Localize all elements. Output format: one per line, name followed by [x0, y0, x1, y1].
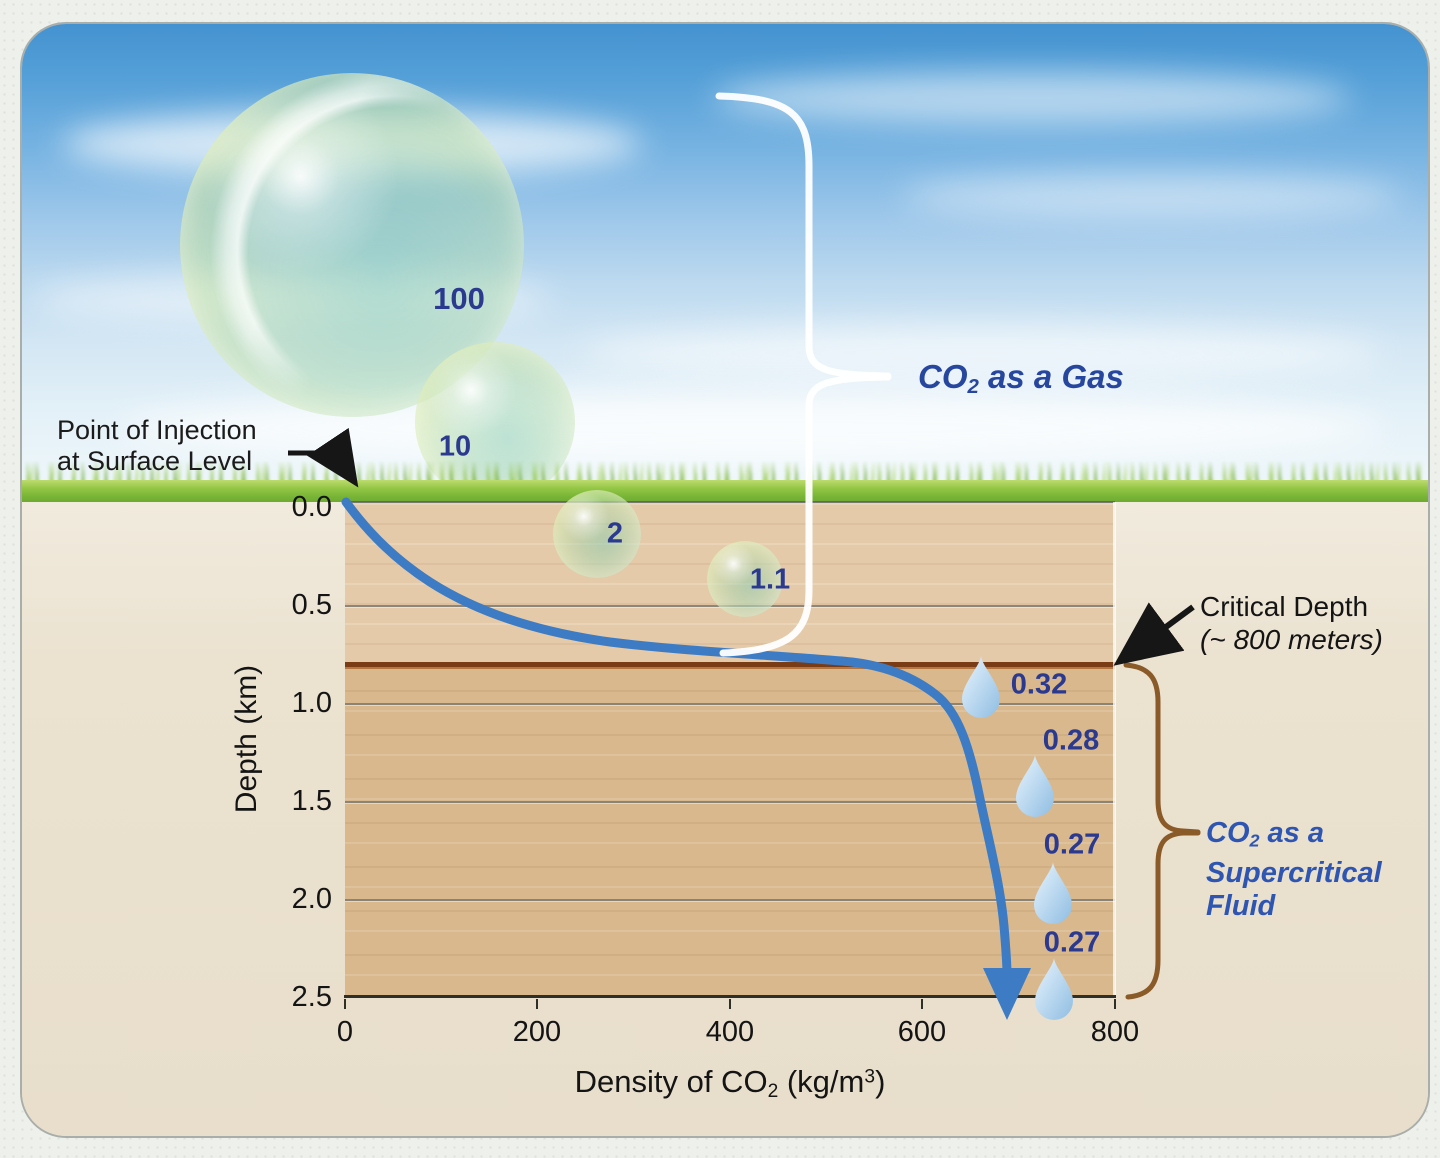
droplet-value-0_27b: 0.27 — [1043, 926, 1101, 959]
x-title-mid: (kg/m — [778, 1064, 865, 1099]
cloud — [712, 72, 1352, 124]
plot-soil-below-critical-depth — [345, 666, 1115, 997]
supercritical-label-line2: Supercritical — [1206, 857, 1382, 890]
droplet-value-0_27a: 0.27 — [1043, 828, 1101, 861]
surface-line — [345, 501, 1115, 503]
x-tickmark-800 — [1114, 999, 1116, 1009]
x-title-prefix: Density of CO — [574, 1064, 768, 1099]
cloud — [582, 324, 1382, 382]
bubble-value-10: 10 — [438, 430, 472, 463]
injection-point-label-line2: at Surface Level — [57, 446, 253, 476]
x-tickmark-400 — [729, 999, 731, 1009]
supercritical-label-rest: as a — [1259, 817, 1324, 849]
x-title-suffix: ) — [875, 1064, 886, 1099]
supercritical-label-subscript: 2 — [1249, 830, 1260, 851]
supercritical-region-label: CO2 as a Supercritical Fluid — [1206, 817, 1382, 923]
injection-point-label-line1: Point of Injection — [57, 415, 257, 445]
gridline-1_5km — [345, 801, 1115, 803]
bubble-value-1_1: 1.1 — [749, 563, 791, 596]
x-tick-400: 400 — [705, 1016, 755, 1048]
critical-depth-label: Critical Depth (~ 800 meters) — [1200, 590, 1383, 656]
x-tick-600: 600 — [897, 1016, 947, 1048]
x-title-subscript: 2 — [767, 1080, 779, 1102]
gas-region-label: CO2 as a Gas — [918, 358, 1124, 399]
gas-label-co: CO — [918, 358, 968, 395]
gas-label-subscript: 2 — [967, 375, 979, 399]
x-tick-200: 200 — [512, 1016, 562, 1048]
co2-bubble-2 — [553, 490, 641, 578]
critical-depth-label-line2: (~ 800 meters) — [1200, 624, 1383, 655]
gridline-1_0km — [345, 703, 1115, 705]
x-tick-0: 0 — [336, 1016, 354, 1048]
x-tickmark-0 — [344, 999, 346, 1009]
critical-depth-line — [345, 662, 1115, 669]
supercritical-label-co: CO — [1206, 817, 1250, 849]
y-tick-0_0: 0.0 — [291, 491, 332, 523]
y-tick-1_0: 1.0 — [291, 687, 332, 719]
plot-right-edge — [1113, 502, 1116, 997]
bubble-value-2: 2 — [606, 517, 624, 550]
injection-point-label: Point of Injection at Surface Level — [57, 415, 257, 477]
critical-depth-label-line1: Critical Depth — [1200, 591, 1369, 622]
x-tickmark-600 — [921, 999, 923, 1009]
x-title-superscript: 3 — [864, 1066, 876, 1088]
y-axis-title: Depth (km) — [230, 664, 263, 814]
x-tick-800: 800 — [1090, 1016, 1140, 1048]
cloud — [902, 174, 1402, 218]
droplet-value-0_32: 0.32 — [1010, 668, 1068, 701]
y-tick-1_5: 1.5 — [291, 785, 332, 817]
x-tickmark-200 — [536, 999, 538, 1009]
x-axis-title: Density of CO2 (kg/m3) — [480, 1064, 980, 1103]
supercritical-label-line3: Fluid — [1206, 890, 1276, 923]
bubble-value-100: 100 — [433, 281, 485, 316]
supercritical-label-line1: CO2 as a — [1206, 817, 1382, 857]
x-axis-line — [344, 995, 1116, 998]
y-tick-2_5: 2.5 — [291, 981, 332, 1013]
y-tick-2_0: 2.0 — [291, 883, 332, 915]
gridline-2_0km — [345, 899, 1115, 901]
diagram-panel: 100 10 2 1.1 0.32 0.28 0.27 0.27 Point o… — [20, 22, 1430, 1138]
droplet-value-0_28: 0.28 — [1042, 724, 1100, 757]
y-tick-0_5: 0.5 — [291, 589, 332, 621]
gas-label-rest: as a Gas — [978, 358, 1124, 395]
